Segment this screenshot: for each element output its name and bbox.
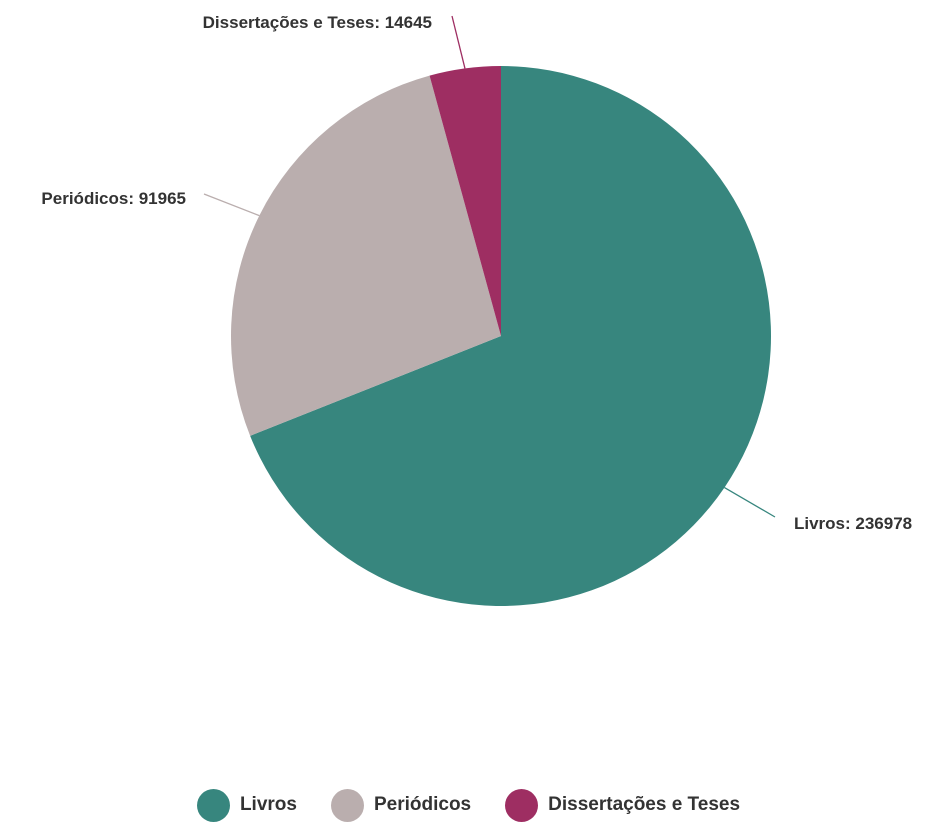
legend-swatch-periodicos (330, 788, 364, 822)
data-label-livros: Livros: 236978 (794, 514, 912, 533)
legend-item-livros[interactable]: Livros (196, 788, 297, 822)
leader-lines (203, 15, 776, 518)
pie-slices (231, 66, 771, 606)
legend-swatch-dissertacoes-e-teses (505, 788, 539, 822)
data-label-dissertacoes-e-teses: Dissertações e Teses: 14645 (203, 13, 432, 32)
pie-chart: Livros: 236978 Periódicos: 91965 Dissertaç… (41, 13, 912, 606)
pie-slice-periodicos[interactable] (231, 75, 501, 436)
legend-label-dissertacoes-e-teses: Dissertações e Teses (548, 794, 741, 815)
legend-item-periodicos[interactable]: Periódicos (330, 788, 472, 822)
legend-label-livros: Livros (239, 794, 297, 815)
leader-line-livros (724, 487, 776, 518)
pie-slice-livros[interactable] (250, 66, 771, 606)
data-labels: Livros: 236978 Periódicos: 91965 Dissertaç… (41, 13, 912, 533)
data-label-periodicos: Periódicos: 91965 (41, 189, 186, 208)
legend-swatch-livros (196, 788, 230, 822)
legend-item-dissertacoes-e-teses[interactable]: Dissertações e Teses (505, 788, 741, 822)
legend-label-periodicos: Periódicos (373, 794, 472, 815)
leader-line-periodicos (203, 193, 260, 217)
leader-line-dissertacoes-e-teses (451, 15, 466, 69)
legend: Livros Periódicos Dissertações e Teses (0, 787, 937, 823)
pie-slice-dissertacoes-e-teses[interactable] (429, 66, 501, 336)
